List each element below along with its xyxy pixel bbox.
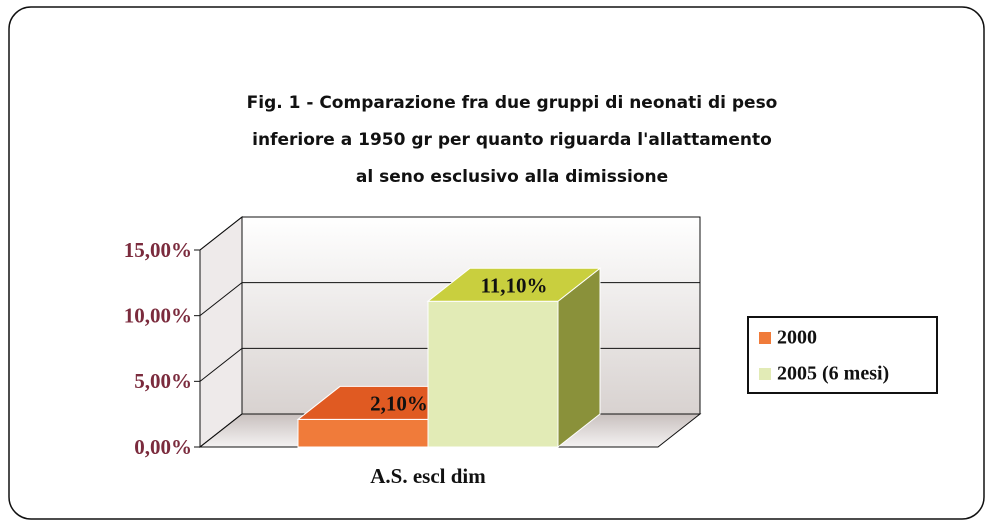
chart-title: Fig. 1 - Comparazione fra due gruppi di … — [247, 93, 778, 113]
legend-swatch — [759, 332, 771, 344]
chart-title: al seno esclusivo alla dimissione — [356, 167, 668, 187]
legend-box — [747, 316, 938, 394]
legend-swatch — [759, 368, 771, 380]
y-tick-label: 5,00% — [134, 369, 192, 393]
legend-label: 2005 (6 mesi) — [777, 363, 889, 385]
bar-top — [426, 267, 602, 302]
y-tick-label: 15,00% — [124, 238, 192, 262]
data-label: 2,10% — [370, 392, 428, 416]
y-tick-label: 0,00% — [134, 435, 192, 459]
y-tick-label: 10,00% — [124, 303, 192, 327]
legend: 2000 2005 (6 mesi) — [747, 316, 938, 394]
chart-title: inferiore a 1950 gr per quanto riguarda … — [252, 130, 772, 150]
data-label: 11,10% — [480, 274, 547, 298]
grid-line — [199, 216, 700, 251]
x-tick-label: A.S. escl dim — [370, 464, 486, 488]
bar — [427, 300, 559, 448]
side-wall — [199, 215, 243, 449]
title: Fig. 1 - Comparazione fra due gruppi di … — [247, 93, 778, 187]
bar — [297, 418, 429, 448]
legend-label: 2000 — [777, 327, 817, 349]
plot: 0,00% 5,00% 10,00% 15,00% 2,10% 11,10% A.S. es… — [124, 215, 702, 488]
